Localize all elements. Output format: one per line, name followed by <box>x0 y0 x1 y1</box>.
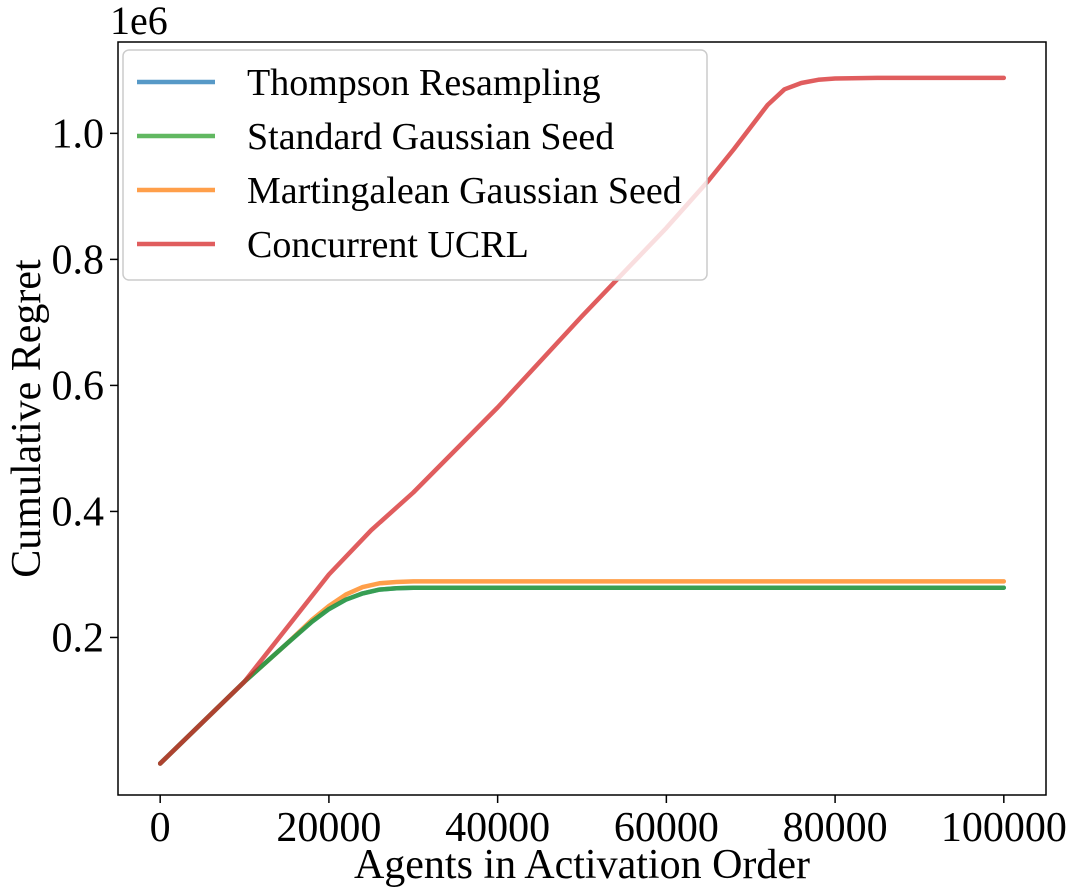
x-tick-label: 80000 <box>783 805 888 851</box>
y-tick-label: 0.2 <box>52 615 105 661</box>
x-tick-label: 60000 <box>614 805 719 851</box>
legend: Thompson Resampling Standard Gaussian See… <box>122 49 708 281</box>
x-axis-label: Agents in Activation Order <box>354 842 810 888</box>
y-offset-label: 1e6 <box>110 0 168 43</box>
series-line-thompson-resampling <box>157 585 1007 766</box>
legend-entry-label: Thompson Resampling <box>247 62 601 104</box>
y-tick-label: 0.8 <box>52 237 105 283</box>
x-tick-label: 100000 <box>941 805 1067 851</box>
series-line-concurrent-ucrl <box>157 75 1007 766</box>
plot-frame <box>117 41 1047 796</box>
series-layer <box>157 75 1007 766</box>
x-axis-ticks: 0 20000 40000 60000 80000 100000 <box>150 795 1067 851</box>
y-tick-label: 1.0 <box>52 111 105 157</box>
legend-entry-label: Concurrent UCRL <box>247 224 529 266</box>
y-axis-ticks: 0.2 0.4 0.6 0.8 1.0 <box>52 111 118 661</box>
x-tick-label: 0 <box>150 805 171 851</box>
y-axis-label: Cumulative Regret <box>4 259 50 578</box>
legend-box <box>122 49 708 281</box>
y-tick-label: 0.6 <box>52 363 105 409</box>
legend-entry-label: Standard Gaussian Seed <box>247 116 614 158</box>
x-tick-label: 40000 <box>445 805 550 851</box>
series-line-martingalean-gaussian-seed <box>157 579 1007 766</box>
series-line-standard-gaussian-seed <box>157 585 1007 766</box>
x-tick-label: 20000 <box>276 805 381 851</box>
y-tick-label: 0.4 <box>52 489 105 535</box>
legend-entry-label: Martingalean Gaussian Seed <box>247 170 682 212</box>
